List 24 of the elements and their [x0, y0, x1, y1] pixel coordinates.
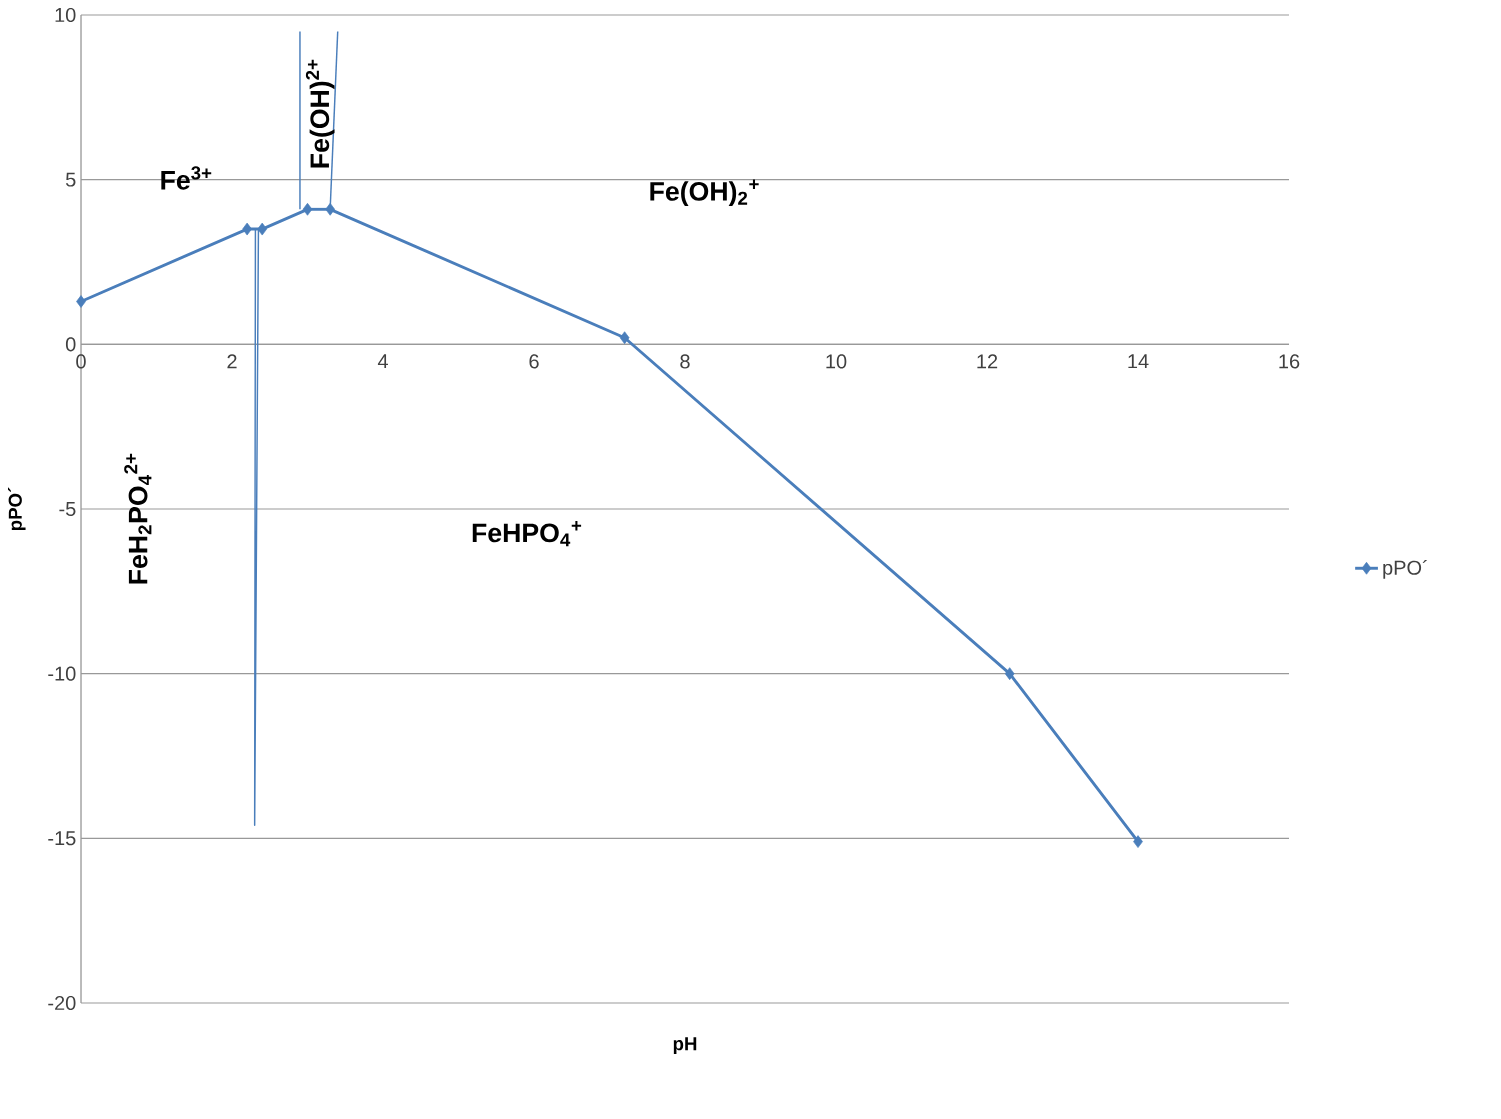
- x-tick-label: 6: [529, 354, 539, 369]
- legend-label: pPO´: [1383, 559, 1427, 579]
- annotation: Fe(OH)$^{2+}$: [305, 59, 335, 168]
- y-tick-label: 10: [55, 7, 76, 23]
- x-tick-label: 10: [826, 354, 847, 369]
- x-tick-label: 8: [680, 354, 690, 369]
- y-tick-label: -10: [48, 666, 76, 681]
- annotation: Fe$^{3+}$: [161, 166, 212, 190]
- y-axis-title: pPO´: [7, 487, 26, 531]
- x-axis-title: pH: [673, 1037, 697, 1055]
- x-tick-label: 0: [76, 354, 86, 369]
- x-tick-label: 16: [1279, 354, 1300, 369]
- y-tick-label: -15: [48, 831, 76, 846]
- y-tick-label: 5: [65, 172, 76, 187]
- annotation: Fe(OH)$_{2}$+: [650, 179, 759, 207]
- x-tick-label: 14: [1128, 354, 1149, 369]
- x-tick-label: 12: [977, 354, 998, 369]
- y-tick-label: -20: [48, 995, 76, 1011]
- annotation: FeHPO$_{4}$+: [472, 521, 582, 547]
- annotation: FeH$_{2}$PO$_{4}$2+: [124, 453, 152, 584]
- x-tick-label: 4: [377, 354, 388, 369]
- y-tick-label: 0: [65, 337, 76, 352]
- x-tick-label: 2: [227, 354, 237, 369]
- y-tick-label: -5: [59, 502, 76, 516]
